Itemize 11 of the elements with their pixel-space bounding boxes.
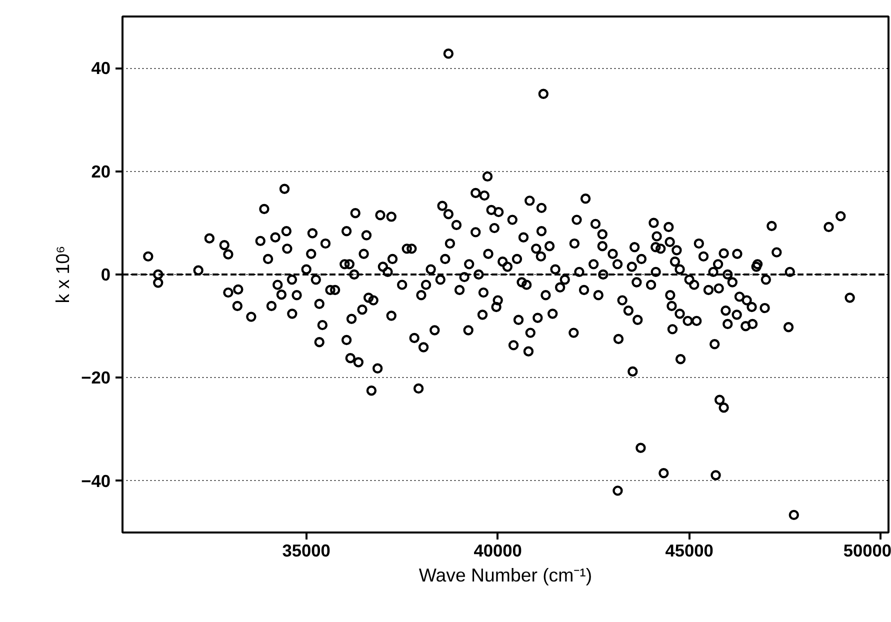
x-tick-label: 40000: [474, 540, 522, 560]
y-tick-label: 20: [91, 161, 111, 182]
x-tick-label: 35000: [282, 540, 330, 560]
y-tick-label: −40: [81, 470, 111, 491]
y-axis-title: k x 10⁶: [52, 246, 74, 304]
y-tick-label: 0: [100, 264, 111, 284]
y-tick-label: 40: [91, 58, 111, 78]
x-tick-label: 50000: [843, 540, 891, 560]
x-tick-label: 45000: [665, 540, 714, 560]
x-axis-title: Wave Number (cm⁻¹): [418, 564, 592, 586]
y-tick-label: −20: [81, 368, 111, 388]
